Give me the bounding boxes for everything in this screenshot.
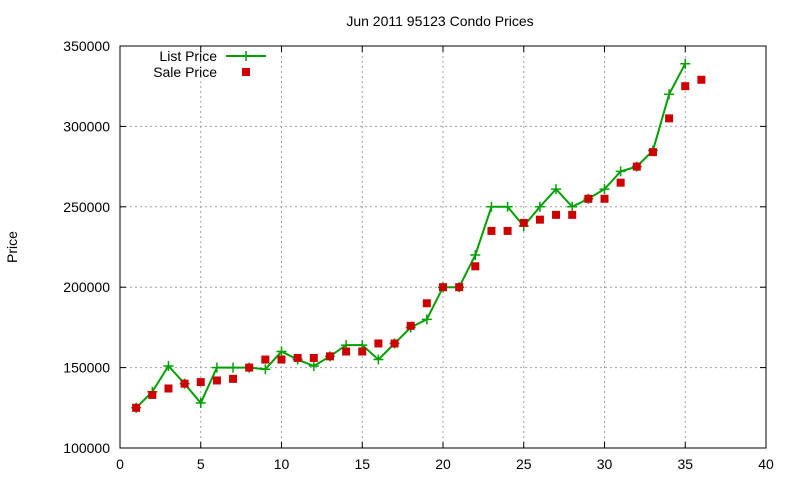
sale-price-point: [648, 148, 657, 157]
series-layer: [131, 58, 706, 413]
x-tick-label: 5: [197, 456, 205, 472]
legend-plus-marker: [241, 51, 251, 61]
list-price-point: [615, 166, 626, 177]
chart-title: Jun 2011 95123 Condo Prices: [346, 13, 533, 29]
series-sale-price: [132, 75, 706, 412]
x-tick-label: 40: [758, 456, 774, 472]
x-tick-label: 35: [677, 456, 693, 472]
sale-price-point: [697, 75, 706, 84]
sale-price-point: [261, 355, 270, 364]
sale-price-point: [325, 352, 334, 361]
list-price-point: [470, 250, 481, 261]
x-tick-label: 0: [116, 456, 124, 472]
sale-price-point: [568, 210, 577, 219]
list-price-point: [486, 201, 497, 212]
y-axis: 100000 150000 200000 250000 300000 350000: [63, 38, 766, 456]
x-tick-label: 25: [516, 456, 532, 472]
sale-price-point: [309, 353, 318, 362]
sale-price-point: [584, 194, 593, 203]
sale-price-point: [471, 262, 480, 271]
x-axis: 0 5 10 15 20 25 30 35 40: [116, 46, 774, 472]
sale-price-point: [148, 390, 157, 399]
y-tick-label: 250000: [63, 199, 110, 215]
sale-price-point: [552, 210, 561, 219]
legend-label: List Price: [159, 48, 217, 64]
list-price-point: [502, 201, 513, 212]
sale-price-point: [390, 339, 399, 348]
sale-price-point: [681, 82, 690, 91]
x-tick-label: 30: [597, 456, 613, 472]
sale-price-point: [212, 376, 221, 385]
sale-price-point: [600, 194, 609, 203]
list-price-point: [260, 364, 271, 375]
sale-price-point: [439, 283, 447, 292]
sale-price-point: [519, 218, 528, 227]
sale-price-point: [422, 299, 431, 308]
grid: [120, 46, 766, 448]
sale-price-point: [132, 403, 141, 412]
list-price-point: [664, 89, 675, 100]
x-tick-label: 10: [274, 456, 290, 472]
list-price-point: [308, 360, 319, 371]
sale-price-point: [632, 162, 641, 171]
legend-label: Sale Price: [153, 64, 217, 80]
list-price-point: [421, 314, 432, 325]
sale-price-point: [535, 215, 544, 224]
list-price-point: [373, 354, 384, 365]
list-price-point: [567, 201, 578, 212]
sale-price-point: [358, 347, 367, 356]
list-price-point: [195, 397, 206, 408]
y-tick-label: 150000: [63, 360, 110, 376]
list-price-point: [680, 58, 691, 69]
sale-price-point: [487, 226, 496, 235]
list-price-point: [534, 201, 545, 212]
list-price-point: [599, 184, 610, 195]
sale-price-point: [665, 114, 674, 123]
sale-price-point: [229, 374, 238, 383]
list-price-point: [276, 346, 287, 357]
sale-price-point: [503, 226, 512, 235]
sale-price-point: [164, 384, 173, 393]
list-price-point: [211, 362, 222, 373]
sale-price-point: [293, 353, 302, 362]
y-tick-label: 300000: [63, 118, 110, 134]
sale-price-point: [245, 363, 254, 372]
y-tick-label: 350000: [63, 38, 110, 54]
sale-price-point: [406, 321, 415, 330]
sale-price-point: [277, 355, 286, 364]
legend-square-marker: [242, 68, 250, 76]
sale-price-point: [180, 379, 189, 388]
sale-price-point: [616, 178, 625, 187]
y-tick-label: 200000: [63, 279, 110, 295]
list-price-point: [228, 362, 239, 373]
sale-price-point: [455, 283, 464, 292]
list-price-point: [163, 360, 174, 371]
sale-price-point: [374, 339, 383, 348]
x-tick-label: 15: [354, 456, 370, 472]
y-axis-label: Price: [4, 231, 20, 263]
list-price-point: [551, 184, 562, 195]
sale-price-point: [196, 378, 205, 387]
y-tick-label: 100000: [63, 440, 110, 456]
sale-price-point: [342, 347, 351, 356]
x-tick-label: 20: [435, 456, 451, 472]
